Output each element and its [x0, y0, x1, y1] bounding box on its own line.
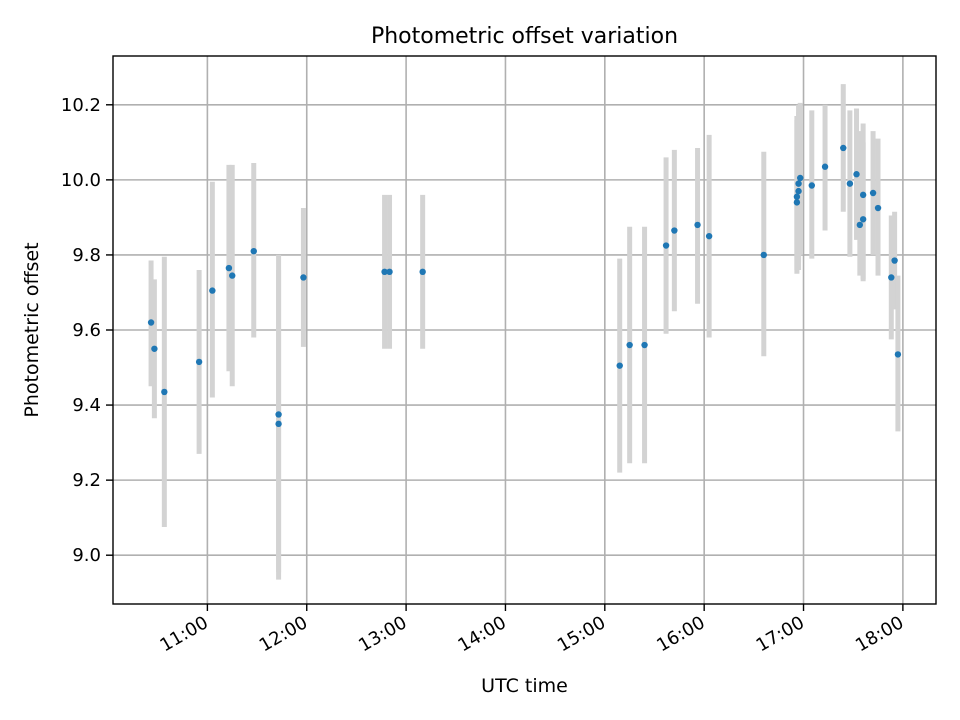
- data-point: [275, 420, 282, 428]
- x-axis-ticks: 11:00 12:00 13:00 14:00 15:00 16:00 17:00 18:00: [156, 604, 907, 656]
- data-point: [419, 268, 426, 276]
- data-point: [869, 189, 877, 197]
- x-tick-label: 14:00: [455, 612, 510, 656]
- data-point: [225, 264, 233, 272]
- data-point: [891, 257, 898, 264]
- data-point: [626, 341, 633, 349]
- y-tick-label: 9.0: [72, 545, 101, 566]
- data-point: [793, 199, 801, 206]
- data-point: [209, 287, 216, 294]
- y-tick-label: 10.0: [61, 170, 101, 191]
- data-point: [662, 242, 670, 249]
- data-point: [229, 272, 236, 279]
- y-tick-label: 10.2: [61, 95, 101, 116]
- y-axis-label: Photometric offset: [21, 242, 43, 417]
- data-point: [147, 319, 155, 326]
- data-point: [808, 182, 816, 189]
- x-tick-label: 18:00: [852, 612, 907, 656]
- data-point: [840, 144, 847, 152]
- data-point: [161, 388, 168, 396]
- chart-title: Photometric offset variation: [371, 24, 678, 49]
- data-point: [151, 345, 158, 352]
- data-point: [275, 411, 282, 418]
- data-point: [760, 251, 767, 259]
- y-tick-label: 9.4: [72, 395, 101, 416]
- data-points: [147, 144, 902, 428]
- y-tick-label: 9.6: [72, 320, 101, 341]
- data-point: [616, 362, 623, 369]
- data-point: [694, 221, 701, 229]
- x-tick-label: 11:00: [156, 612, 211, 656]
- x-tick-label: 12:00: [256, 612, 311, 656]
- data-point: [846, 180, 854, 187]
- x-tick-label: 16:00: [653, 612, 708, 656]
- y-tick-label: 9.8: [72, 245, 101, 266]
- data-point: [795, 180, 802, 187]
- data-point: [874, 204, 882, 212]
- y-axis-ticks: 9.0 9.2 9.4 9.6 9.8 10.0 10.2: [61, 95, 113, 566]
- data-point: [250, 247, 257, 255]
- data-point: [795, 187, 802, 195]
- data-point: [894, 351, 902, 358]
- data-point: [705, 232, 713, 240]
- data-point: [859, 216, 867, 223]
- x-tick-label: 17:00: [753, 612, 808, 656]
- data-point: [888, 274, 895, 281]
- x-axis-label: UTC time: [481, 675, 568, 697]
- data-point: [641, 341, 648, 349]
- y-tick-label: 9.2: [72, 470, 101, 491]
- error-bars: [148, 84, 901, 580]
- data-point: [195, 358, 203, 366]
- data-point: [300, 274, 307, 281]
- data-point: [859, 191, 867, 199]
- x-tick-label: 13:00: [355, 612, 410, 656]
- data-point: [856, 221, 864, 229]
- data-point: [671, 227, 678, 234]
- x-tick-label: 15:00: [554, 612, 609, 656]
- data-point: [853, 171, 860, 178]
- data-point: [381, 268, 388, 276]
- data-point: [797, 174, 804, 182]
- data-point: [821, 163, 829, 170]
- data-point: [793, 193, 801, 200]
- data-point: [386, 268, 393, 276]
